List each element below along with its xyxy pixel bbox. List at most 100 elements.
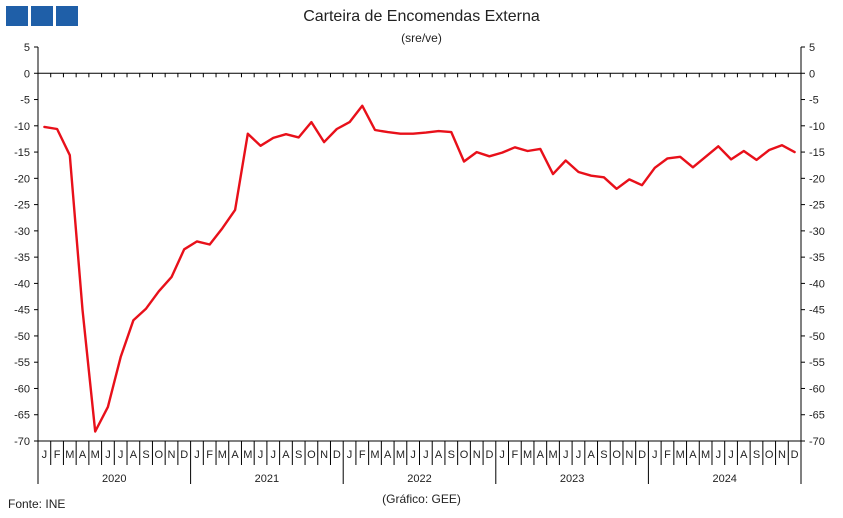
x-month-label: O bbox=[460, 449, 469, 461]
x-month-label: A bbox=[740, 449, 748, 461]
x-month-label: J bbox=[563, 449, 569, 461]
x-month-label: M bbox=[701, 449, 710, 461]
y-tick-label-left: -10 bbox=[14, 121, 30, 133]
x-month-label: O bbox=[307, 449, 316, 461]
x-month-label: F bbox=[512, 449, 519, 461]
x-year-label: 2023 bbox=[560, 473, 584, 485]
y-tick-label-left: -20 bbox=[14, 173, 30, 185]
x-month-label: N bbox=[320, 449, 328, 461]
x-month-label: D bbox=[638, 449, 646, 461]
x-month-label: N bbox=[473, 449, 481, 461]
x-month-label: A bbox=[282, 449, 290, 461]
x-month-label: A bbox=[689, 449, 697, 461]
x-month-label: M bbox=[370, 449, 379, 461]
logo-block bbox=[6, 6, 28, 26]
y-tick-label-left: -25 bbox=[14, 200, 30, 212]
x-month-label: J bbox=[423, 449, 429, 461]
y-tick-label-right: -25 bbox=[809, 200, 825, 212]
y-tick-label-left: 0 bbox=[24, 68, 30, 80]
x-month-label: A bbox=[231, 449, 239, 461]
x-month-label: O bbox=[765, 449, 774, 461]
x-year-label: 2022 bbox=[407, 473, 431, 485]
x-month-label: J bbox=[728, 449, 734, 461]
x-month-label: J bbox=[194, 449, 200, 461]
y-tick-label-left: -30 bbox=[14, 226, 30, 238]
x-month-label: S bbox=[753, 449, 760, 461]
x-month-label: N bbox=[168, 449, 176, 461]
y-tick-label-left: -45 bbox=[14, 305, 30, 317]
y-tick-label-right: -65 bbox=[809, 410, 825, 422]
x-month-label: J bbox=[347, 449, 353, 461]
y-tick-label-right: -55 bbox=[809, 357, 825, 369]
x-month-label: J bbox=[42, 449, 48, 461]
y-tick-label-right: -60 bbox=[809, 383, 825, 395]
y-tick-label-right: 5 bbox=[809, 42, 815, 54]
x-month-label: M bbox=[523, 449, 532, 461]
x-month-label: J bbox=[410, 449, 416, 461]
y-tick-label-left: -65 bbox=[14, 410, 30, 422]
x-month-label: M bbox=[396, 449, 405, 461]
x-month-label: M bbox=[91, 449, 100, 461]
y-tick-label-right: -30 bbox=[809, 226, 825, 238]
x-month-label: O bbox=[612, 449, 621, 461]
y-tick-label-left: -5 bbox=[20, 95, 30, 107]
x-month-label: D bbox=[180, 449, 188, 461]
chart-title: Carteira de Encomendas Externa bbox=[303, 8, 540, 25]
x-month-label: A bbox=[537, 449, 545, 461]
logo-block bbox=[56, 6, 78, 26]
y-tick-label-right: -35 bbox=[809, 252, 825, 264]
y-tick-label-left: -40 bbox=[14, 278, 30, 290]
x-month-label: J bbox=[105, 449, 111, 461]
x-month-label: J bbox=[499, 449, 505, 461]
y-tick-label-left: 5 bbox=[24, 42, 30, 54]
source-note: Fonte: INE bbox=[8, 497, 66, 511]
x-month-label: O bbox=[155, 449, 164, 461]
x-year-label: 2024 bbox=[712, 473, 736, 485]
x-month-label: N bbox=[778, 449, 786, 461]
logo bbox=[6, 6, 78, 26]
y-tick-label-left: -55 bbox=[14, 357, 30, 369]
y-tick-label-right: -15 bbox=[809, 147, 825, 159]
x-year-label: 2021 bbox=[255, 473, 279, 485]
y-tick-label-left: -50 bbox=[14, 331, 30, 343]
x-month-label: D bbox=[333, 449, 341, 461]
x-month-label: N bbox=[625, 449, 633, 461]
y-tick-label-left: -60 bbox=[14, 383, 30, 395]
x-year-label: 2020 bbox=[102, 473, 126, 485]
x-month-label: J bbox=[652, 449, 658, 461]
x-month-label: D bbox=[485, 449, 493, 461]
x-month-label: M bbox=[218, 449, 227, 461]
y-tick-label-left: -70 bbox=[14, 436, 30, 448]
y-tick-label-left: -15 bbox=[14, 147, 30, 159]
y-tick-label-right: -70 bbox=[809, 436, 825, 448]
x-month-label: M bbox=[65, 449, 74, 461]
x-month-label: J bbox=[716, 449, 722, 461]
x-month-label: S bbox=[295, 449, 302, 461]
y-tick-label-right: -5 bbox=[809, 95, 819, 107]
x-month-label: A bbox=[384, 449, 392, 461]
x-month-label: S bbox=[142, 449, 149, 461]
x-month-label: A bbox=[588, 449, 596, 461]
chart-credit: (Gráfico: GEE) bbox=[382, 492, 461, 506]
y-tick-label-right: -40 bbox=[809, 278, 825, 290]
x-month-label: F bbox=[359, 449, 366, 461]
y-tick-label-right: 0 bbox=[809, 68, 815, 80]
x-month-label: A bbox=[130, 449, 138, 461]
x-month-label: M bbox=[548, 449, 557, 461]
x-month-label: S bbox=[600, 449, 607, 461]
y-tick-label-right: -20 bbox=[809, 173, 825, 185]
x-month-label: D bbox=[791, 449, 799, 461]
x-month-label: A bbox=[435, 449, 443, 461]
x-month-label: J bbox=[271, 449, 277, 461]
y-tick-label-right: -50 bbox=[809, 331, 825, 343]
x-month-label: M bbox=[243, 449, 252, 461]
logo-block bbox=[31, 6, 53, 26]
x-month-label: F bbox=[664, 449, 671, 461]
y-tick-label-left: -35 bbox=[14, 252, 30, 264]
x-month-label: S bbox=[448, 449, 455, 461]
x-month-label: F bbox=[54, 449, 61, 461]
x-month-label: F bbox=[206, 449, 213, 461]
x-month-label: J bbox=[118, 449, 124, 461]
y-tick-label-right: -10 bbox=[809, 121, 825, 133]
